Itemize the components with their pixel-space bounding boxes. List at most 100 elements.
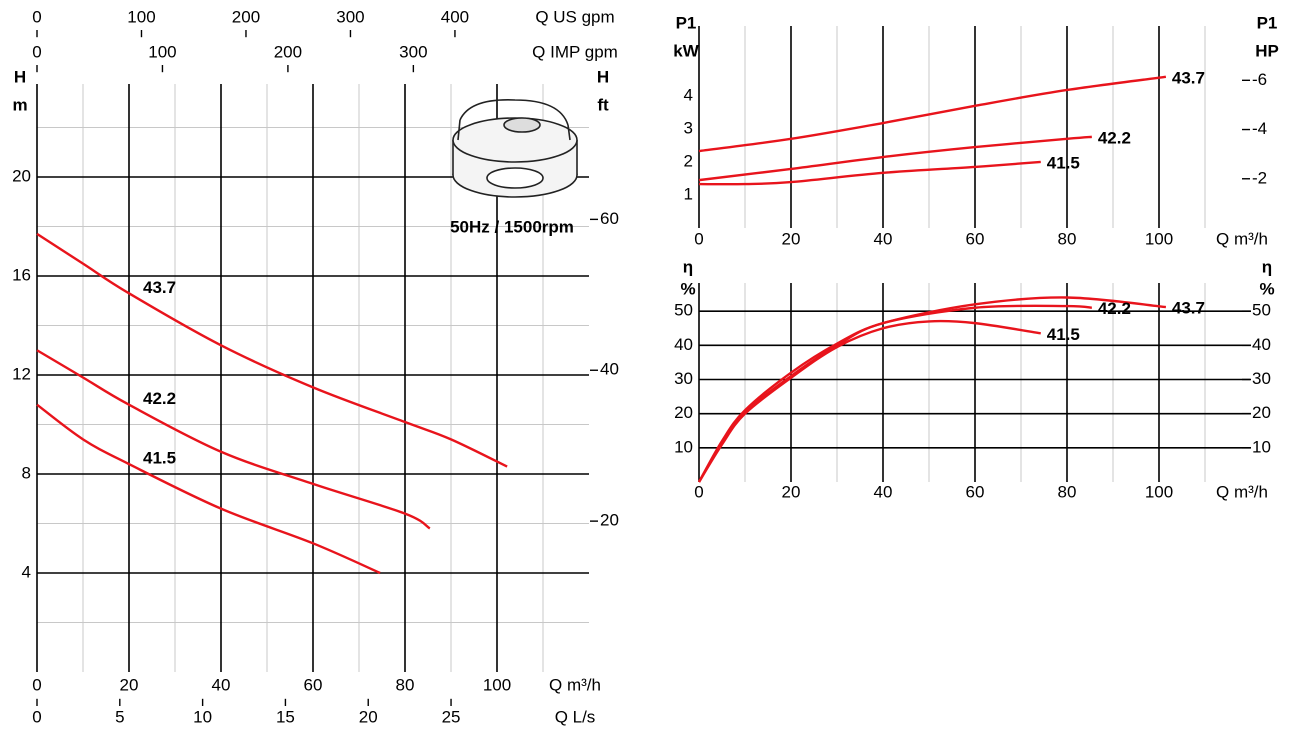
x-tick-label: 0 xyxy=(694,482,703,501)
y2-tick-label: -4 xyxy=(1252,119,1267,138)
x-axis-label: Q m³/h xyxy=(1216,229,1268,248)
axis-label: ft xyxy=(597,95,609,114)
y-tick-label: 8 xyxy=(22,463,31,482)
x-tick-label: 100 xyxy=(127,7,155,26)
x-tick-label: 200 xyxy=(232,7,260,26)
axis-label: % xyxy=(1259,279,1274,298)
axis-label: Q US gpm xyxy=(535,7,614,26)
y2-tick-label: 50 xyxy=(1252,301,1271,320)
x-tick-label: 0 xyxy=(32,675,41,694)
curve xyxy=(697,296,1167,483)
plot xyxy=(698,283,1251,482)
y-tick-label: 2 xyxy=(684,151,693,170)
y2-tick-label: 20 xyxy=(1252,403,1271,422)
x-tick-label: 400 xyxy=(441,7,469,26)
y-tick-label: 1 xyxy=(684,184,693,203)
y2-tick-label: 10 xyxy=(1252,437,1271,456)
x-tick-label: 0 xyxy=(32,42,41,61)
axis-label: H xyxy=(14,67,26,86)
y-tick-label: 3 xyxy=(684,118,693,137)
x-tick-label: 100 xyxy=(148,42,176,61)
y2-tick-label: 40 xyxy=(600,360,619,379)
y2-tick-label: 30 xyxy=(1252,369,1271,388)
x-tick-label: 15 xyxy=(276,707,295,726)
axis-label: m xyxy=(12,95,27,114)
axis-label: HP xyxy=(1255,41,1279,60)
y2-tick-label: 60 xyxy=(600,209,619,228)
x-tick-label: 60 xyxy=(966,229,985,248)
axis-label: P1 xyxy=(1257,13,1278,32)
x-tick-label: 60 xyxy=(304,675,323,694)
curve-label: 41.5 xyxy=(1047,325,1080,344)
curve xyxy=(36,349,431,530)
curve-label: 42.2 xyxy=(1098,299,1131,318)
y-tick-label: 4 xyxy=(684,85,693,104)
curve xyxy=(697,319,1041,483)
x-tick-label: 40 xyxy=(212,675,231,694)
y-tick-label: 10 xyxy=(674,437,693,456)
axis-label: kW xyxy=(673,41,699,60)
x-tick-label: 80 xyxy=(1058,482,1077,501)
curve-label: 41.5 xyxy=(143,449,176,468)
y-tick-label: 12 xyxy=(12,364,31,383)
plot xyxy=(698,26,1250,228)
pump-part xyxy=(459,99,569,126)
x-tick-label: 100 xyxy=(1145,229,1173,248)
x-axis-label: Q m³/h xyxy=(1216,482,1268,501)
x-tick-label: 0 xyxy=(32,7,41,26)
curve-label: 42.2 xyxy=(1098,128,1131,147)
x-tick-label: 20 xyxy=(782,482,801,501)
annotation: 50Hz / 1500rpm xyxy=(450,217,574,236)
curve-label: 43.7 xyxy=(143,278,176,297)
x-tick-label: 25 xyxy=(442,707,461,726)
axis-label: η xyxy=(683,257,693,276)
x-tick-label: 200 xyxy=(274,42,302,61)
x-tick-label: 0 xyxy=(32,707,41,726)
x-tick-label: 100 xyxy=(483,675,511,694)
y2-tick-label: -2 xyxy=(1252,168,1267,187)
axis-label: η xyxy=(1262,257,1272,276)
y-tick-label: 50 xyxy=(674,301,693,320)
x-tick-label: 100 xyxy=(1145,482,1173,501)
y2-tick-label: -6 xyxy=(1252,70,1267,89)
x-tick-label: 80 xyxy=(1058,229,1077,248)
x-tick-label: 40 xyxy=(874,229,893,248)
x-tick-label: 60 xyxy=(966,482,985,501)
curve xyxy=(36,232,508,468)
y-tick-label: 20 xyxy=(674,403,693,422)
axis-label: H xyxy=(597,67,609,86)
x-tick-label: 20 xyxy=(120,675,139,694)
curve xyxy=(698,75,1167,153)
axis-label: Q IMP gpm xyxy=(532,42,618,61)
curve-label: 41.5 xyxy=(1047,153,1080,172)
pump-part xyxy=(486,167,544,189)
x-tick-label: 5 xyxy=(115,707,124,726)
y-tick-label: 16 xyxy=(12,265,31,284)
x-tick-label: 300 xyxy=(399,42,427,61)
curve xyxy=(698,160,1041,186)
x-tick-label: 80 xyxy=(396,675,415,694)
y-tick-label: 20 xyxy=(12,166,31,185)
y-tick-label: 40 xyxy=(674,335,693,354)
x-tick-label: 40 xyxy=(874,482,893,501)
x-axis-label: Q m³/h xyxy=(549,675,601,694)
x-tick-label: 10 xyxy=(193,707,212,726)
y2-tick-label: 40 xyxy=(1252,335,1271,354)
y-tick-label: 4 xyxy=(22,562,31,581)
axis-label: % xyxy=(680,279,695,298)
x-tick-label: 20 xyxy=(359,707,378,726)
curve-label: 43.7 xyxy=(1172,68,1205,87)
x-tick-label: 0 xyxy=(694,229,703,248)
curve xyxy=(36,403,381,575)
curve-label: 42.2 xyxy=(143,389,176,408)
curve xyxy=(698,135,1092,182)
x-tick-label: 300 xyxy=(336,7,364,26)
x-tick-label: 20 xyxy=(782,229,801,248)
pump-illustration xyxy=(452,99,578,198)
curve-label: 43.7 xyxy=(1172,299,1205,318)
axis-label: P1 xyxy=(676,13,697,32)
axis-label: Q L/s xyxy=(555,707,596,726)
y-tick-label: 30 xyxy=(674,369,693,388)
pump-part xyxy=(457,119,571,141)
